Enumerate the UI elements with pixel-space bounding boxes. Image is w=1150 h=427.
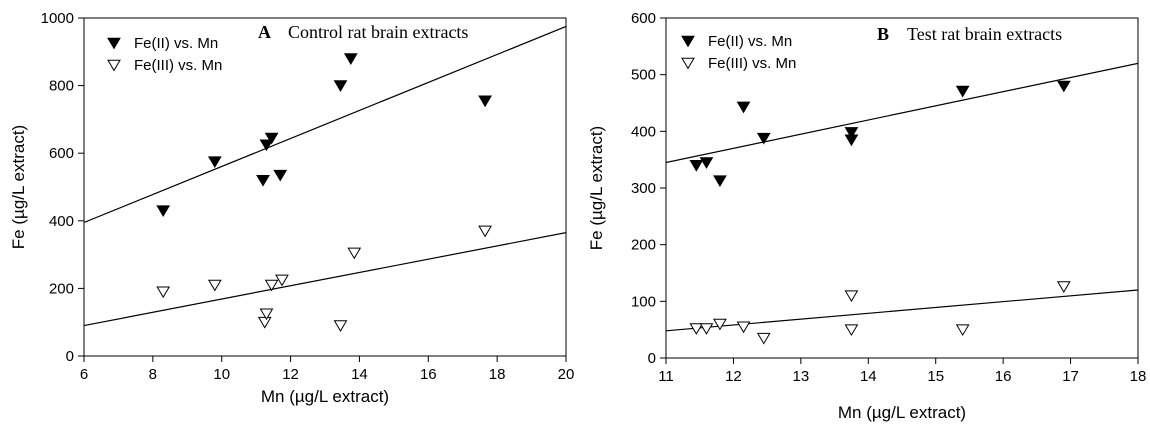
legend-label-series-1: Fe(II) vs. Mn [134, 35, 218, 52]
y-tick-label: 500 [631, 67, 656, 84]
data-point-fe3 [264, 279, 279, 292]
fit-line-series-1 [84, 25, 566, 224]
data-point-fe3 [699, 323, 714, 335]
data-point-fe2 [156, 205, 171, 218]
data-point-fe3 [713, 318, 727, 331]
x-tick-label: 10 [213, 366, 230, 383]
x-tick-label: 18 [1130, 368, 1147, 385]
data-point-fe2 [259, 139, 274, 152]
y-tick-label: 100 [631, 293, 656, 310]
legend-marker-series-1 [681, 35, 695, 48]
fit-line-series-2 [666, 289, 1138, 332]
y-tick-label: 400 [631, 123, 656, 140]
y-tick-label: 0 [66, 348, 74, 365]
legend-marker-series-2 [107, 59, 121, 72]
x-tick-label: 20 [558, 366, 575, 383]
data-point-fe3 [689, 323, 704, 335]
data-point-fe2 [844, 127, 859, 139]
y-axis-label: Fe (µg/L extract) [9, 125, 28, 249]
data-point-fe3 [844, 290, 859, 303]
chart-title: Test rat brain extracts [907, 24, 1062, 44]
data-point-fe2 [955, 85, 970, 98]
data-point-fe3 [275, 274, 289, 287]
y-tick-label: 800 [49, 78, 74, 95]
x-axis-label: Mn (µg/L extract) [838, 403, 966, 422]
fit-line-series-1 [666, 62, 1138, 164]
data-point-fe3 [955, 324, 970, 337]
x-tick-label: 18 [489, 366, 506, 383]
x-tick-label: 14 [860, 368, 877, 385]
data-point-fe3 [1056, 281, 1071, 293]
data-point-fe3 [257, 316, 272, 329]
data-point-fe3 [347, 247, 362, 260]
data-point-fe2 [264, 132, 279, 145]
x-tick-label: 15 [927, 368, 944, 385]
data-point-fe3 [736, 321, 751, 334]
data-point-fe2 [736, 101, 751, 114]
legend-marker-series-1 [107, 37, 121, 50]
data-point-fe3 [478, 225, 492, 238]
plot-frame [83, 17, 567, 357]
data-point-fe2 [273, 169, 288, 182]
x-axis-label: Mn (µg/L extract) [261, 387, 389, 406]
legend-label-series-1: Fe(II) vs. Mn [708, 33, 792, 50]
data-point-fe2 [689, 160, 704, 172]
y-tick-label: 200 [631, 237, 656, 254]
data-point-fe3 [756, 332, 771, 345]
x-tick-label: 8 [149, 366, 157, 383]
data-point-fe2 [333, 80, 348, 92]
fit-line-series-2 [84, 232, 566, 327]
y-axis-label: Fe (µg/L extract) [587, 126, 606, 250]
x-tick-label: 17 [1062, 368, 1079, 385]
data-point-fe3 [333, 320, 348, 332]
data-point-fe2 [756, 132, 771, 145]
x-tick-label: 12 [282, 366, 299, 383]
chart-panel-b: 11 12 13 14 15 16 17 18 0 100 200 300 400 500 600 Mn (µ… [587, 10, 1146, 422]
data-point-fe2 [1056, 80, 1071, 93]
data-point-fe2 [699, 157, 714, 169]
y-tick-label: 300 [631, 180, 656, 197]
y-tick-label: 1000 [41, 10, 74, 27]
data-point-fe3 [156, 286, 171, 299]
panel-letter: A [258, 22, 271, 42]
data-point-fe2 [343, 53, 358, 65]
legend-label-series-2: Fe(III) vs. Mn [708, 55, 796, 72]
x-tick-label: 12 [725, 368, 742, 385]
data-point-fe3 [207, 279, 222, 292]
data-point-fe2 [478, 95, 492, 108]
x-tick-label: 16 [420, 366, 437, 383]
x-tick-label: 6 [80, 366, 88, 383]
y-tick-label: 400 [49, 213, 74, 230]
y-tick-label: 600 [631, 10, 656, 27]
data-point-fe3 [259, 308, 274, 321]
x-tick-label: 16 [995, 368, 1012, 385]
x-tick-label: 13 [793, 368, 810, 385]
x-tick-label: 14 [351, 366, 368, 383]
data-point-fe2 [207, 156, 222, 169]
data-point-fe2 [256, 174, 270, 187]
chart-title: Control rat brain extracts [288, 22, 468, 42]
y-tick-label: 200 [49, 280, 74, 297]
y-tick-label: 600 [49, 145, 74, 162]
legend-marker-series-2 [681, 57, 695, 70]
y-tick-label: 0 [648, 350, 656, 367]
data-point-fe3 [844, 324, 859, 337]
panel-letter: B [877, 24, 889, 44]
x-tick-label: 11 [658, 368, 674, 385]
data-point-fe2 [713, 175, 727, 188]
legend-label-series-2: Fe(III) vs. Mn [134, 57, 222, 74]
